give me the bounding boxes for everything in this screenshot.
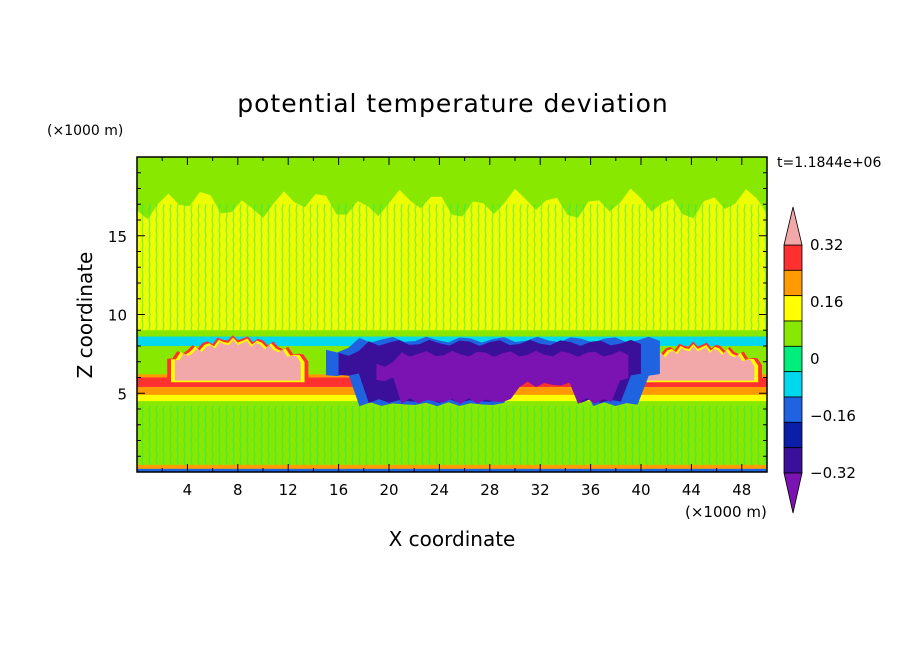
x-tick-label-9: 40 xyxy=(631,481,650,499)
cold-anomaly-core xyxy=(376,350,629,405)
x-tick-label-10: 44 xyxy=(682,481,701,499)
plot-area xyxy=(137,157,767,472)
x-tick-label-1: 8 xyxy=(233,481,243,499)
x-tick-label-2: 12 xyxy=(279,481,298,499)
colorbar-box-1 xyxy=(783,269,803,297)
colorbar-tick-label-2: 0 xyxy=(810,350,820,368)
y-unit-label: (×1000 m) xyxy=(47,123,123,139)
time-label: t=1.1844e+06 xyxy=(777,155,881,171)
x-tick-label-11: 48 xyxy=(732,481,751,499)
boundary-layer-cold xyxy=(137,468,767,472)
x-axis: 4 8 12 16 20 24 28 32 36 40 44 48 xyxy=(161,157,751,499)
colorbar-box-3 xyxy=(783,320,803,347)
texture-upper xyxy=(137,204,767,331)
colorbar-box-8 xyxy=(783,447,803,474)
x-tick-label-6: 28 xyxy=(480,481,499,499)
y-axis: 5 10 15 xyxy=(108,172,767,457)
x-tick-label-3: 16 xyxy=(329,481,348,499)
x-axis-label: X coordinate xyxy=(389,527,516,551)
x-tick-label-8: 36 xyxy=(581,481,600,499)
y-tick-label-0: 5 xyxy=(117,385,127,403)
y-tick-label-1: 10 xyxy=(108,307,127,325)
colorbar-box-4 xyxy=(783,345,803,373)
colorbar-box-0 xyxy=(783,244,803,271)
colorbar-tick-label-4: −0.32 xyxy=(810,464,856,482)
x-tick-label-0: 4 xyxy=(183,481,193,499)
y-tick-label-2: 15 xyxy=(108,228,127,246)
y-axis-label: Z coordinate xyxy=(73,252,97,379)
x-unit-label: (×1000 m) xyxy=(685,503,767,521)
colorbar-tick-label-1: 0.16 xyxy=(810,293,843,311)
x-tick-label-5: 24 xyxy=(430,481,449,499)
warm-anomaly-left xyxy=(174,339,301,381)
colorbar-box-2 xyxy=(783,295,803,322)
boundary-layer-warm xyxy=(137,464,767,469)
colorbar-tick-label-3: −0.16 xyxy=(810,407,856,425)
colorbar-box-6 xyxy=(783,396,803,423)
chart-title: potential temperature deviation xyxy=(237,89,668,118)
colorbar-box-5 xyxy=(783,371,803,398)
colorbar-box-7 xyxy=(783,421,803,449)
warm-anomaly-right xyxy=(641,346,755,381)
colorbar-extend-max xyxy=(783,206,803,246)
colorbar-tick-label-0: 0.32 xyxy=(810,236,843,254)
texture-lower xyxy=(137,405,767,466)
colorbar: 0.32 0.16 0 −0.16 −0.32 xyxy=(783,206,856,514)
x-tick-label-4: 20 xyxy=(379,481,398,499)
x-tick-label-7: 32 xyxy=(531,481,550,499)
colorbar-extend-min xyxy=(783,472,803,514)
